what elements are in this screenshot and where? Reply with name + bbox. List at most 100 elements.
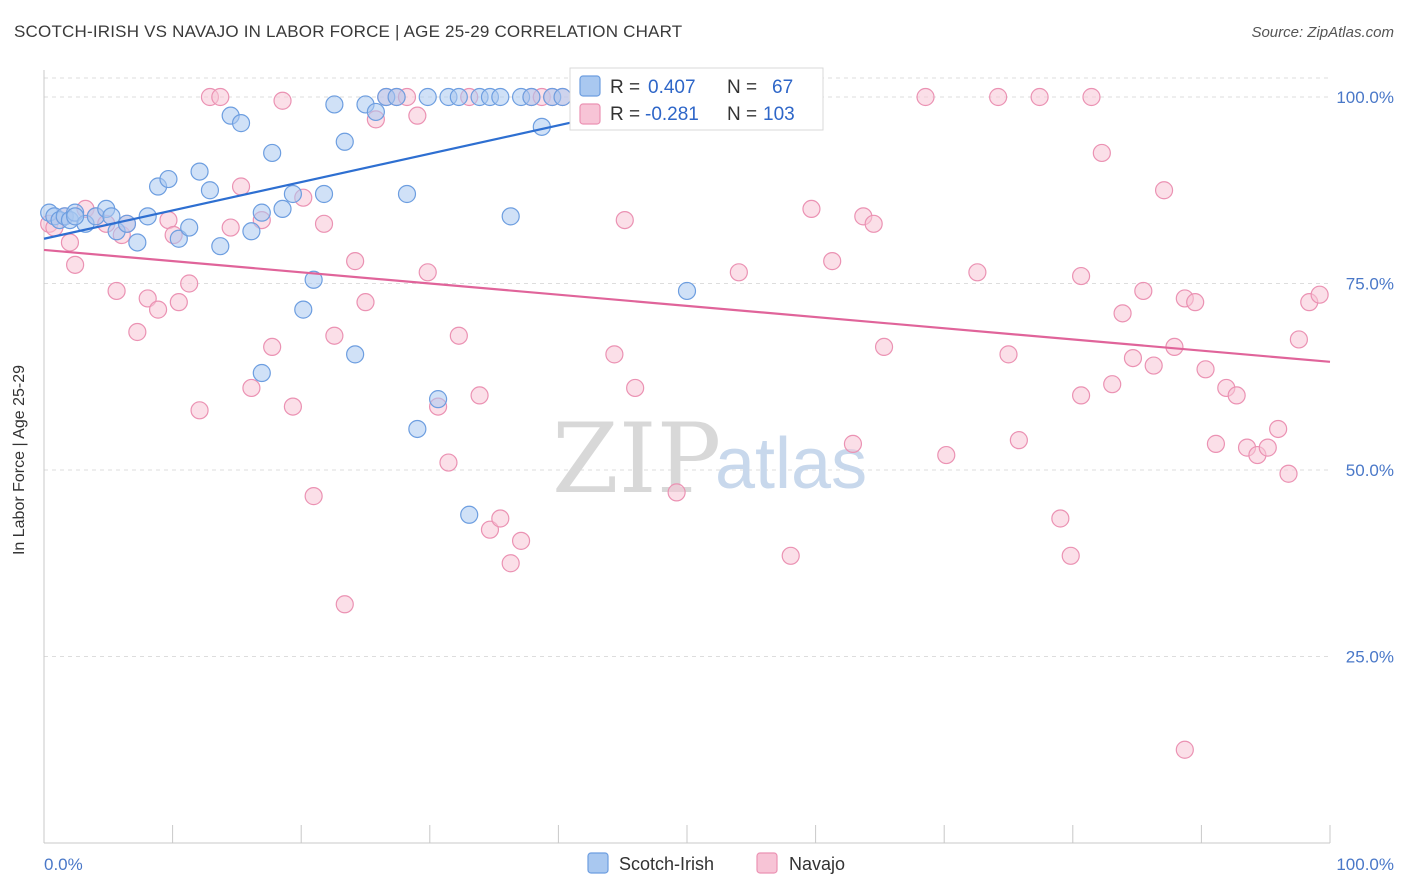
- navajo-point-95: [1258, 438, 1277, 457]
- stats-legend: R = 0.407 N = 67 R = -0.281 N = 103: [569, 67, 824, 131]
- scotch-irish-point-40: [418, 87, 437, 107]
- navajo-point-63: [823, 252, 842, 271]
- navajo-point-96: [1269, 419, 1288, 439]
- navajo-point-20: [211, 87, 230, 107]
- navajo-point-47: [491, 509, 510, 528]
- chart-title: SCOTCH-IRISH VS NAVAJO IN LABOR FORCE | …: [14, 22, 683, 41]
- navajo-point-18: [190, 401, 209, 420]
- navajo-point-76: [1061, 546, 1080, 565]
- scotch-irish-point-32: [335, 132, 354, 151]
- scotch-irish-point-15: [159, 169, 178, 189]
- series-legend: Scotch-Irish Navajo: [587, 852, 845, 874]
- navajo-trend-line: [43, 248, 1331, 363]
- scotch-irish-point-23: [242, 222, 261, 241]
- watermark-zip: ZIP: [552, 403, 721, 515]
- navajo-point-34: [356, 293, 375, 312]
- scotch-irish-point-41: [428, 390, 448, 409]
- navajo-point-43: [449, 326, 468, 345]
- legend-r-value-pink: -0.281: [645, 104, 699, 125]
- navajo-point-49: [511, 531, 531, 550]
- legend-r-label-pink: R =: [610, 104, 640, 125]
- navajo-point-32: [335, 595, 354, 614]
- scotch-irish-point-19: [200, 181, 220, 200]
- series-legend-swatch-navajo: [756, 852, 778, 874]
- legend-n-label-pink: N =: [727, 104, 757, 125]
- scotch-irish-point-44: [460, 505, 479, 524]
- scotch-irish-point-66: [66, 207, 85, 226]
- navajo-point-61: [781, 546, 800, 565]
- navajo-point-82: [1123, 349, 1143, 368]
- navajo-point-40: [418, 263, 437, 282]
- legend-swatch-pink: [579, 103, 601, 125]
- x-tick-label-max: 100.0%: [1336, 855, 1394, 874]
- navajo-point-89: [1196, 360, 1215, 379]
- navajo-point-27: [283, 397, 303, 416]
- scotch-irish-point-26: [273, 199, 292, 218]
- navajo-point-8: [107, 281, 126, 301]
- x-ticks: [43, 825, 1331, 843]
- navajo-point-42: [439, 453, 458, 472]
- scotch-irish-point-65: [252, 363, 271, 383]
- navajo-point-46: [480, 520, 500, 539]
- scotch-irish-point-24: [252, 203, 271, 222]
- legend-n-label-blue: N =: [727, 77, 757, 98]
- scotch-irish-point-35: [366, 102, 385, 122]
- navajo-point-75: [1051, 509, 1070, 528]
- navajo-point-56: [626, 378, 645, 398]
- navajo-point-101: [1175, 740, 1194, 759]
- legend-n-value-pink: 103: [763, 104, 795, 125]
- navajo-point-12: [138, 289, 157, 308]
- navajo-point-74: [1030, 87, 1049, 107]
- legend-r-value-blue: 0.407: [648, 77, 696, 98]
- navajo-point-90: [1206, 434, 1226, 453]
- navajo-point-26: [273, 91, 292, 110]
- series-legend-swatch-scotch-irish: [587, 852, 609, 874]
- navajo-point-48: [501, 554, 520, 573]
- navajo-point-70: [968, 263, 987, 282]
- scotch-irish-point-18: [190, 162, 209, 181]
- navajo-point-54: [605, 345, 624, 364]
- legend-r-label-blue: R =: [610, 77, 640, 98]
- scotch-irish-point-11: [117, 214, 137, 233]
- navajo-point-72: [999, 345, 1018, 364]
- navajo-point-67: [874, 337, 894, 357]
- navajo-point-23: [242, 378, 261, 398]
- navajo-point-85: [1154, 181, 1174, 200]
- navajo-point-45: [470, 386, 489, 405]
- navajo-point-13: [148, 300, 168, 319]
- navajo-point-102: [1071, 386, 1091, 405]
- navajo-point-21: [221, 218, 240, 237]
- scotch-irish-point-31: [325, 95, 344, 114]
- scotch-irish-point-22: [231, 114, 251, 133]
- scotch-irish-point-30: [314, 184, 334, 204]
- x-tick-label-min: 0.0%: [44, 855, 83, 874]
- watermark: ZIP atlas: [552, 403, 867, 515]
- y-tick-label-50: 50.0%: [1346, 461, 1394, 480]
- scotch-irish-point-50: [522, 87, 541, 107]
- legend-n-value-blue: 67: [772, 77, 793, 98]
- scotch-irish-point-53: [553, 87, 572, 107]
- navajo-point-79: [1092, 143, 1111, 163]
- navajo-point-4: [66, 255, 85, 274]
- navajo-point-17: [180, 274, 199, 293]
- navajo-point-62: [802, 199, 821, 218]
- watermark-atlas: atlas: [715, 424, 867, 504]
- scotch-irish-point-20: [211, 237, 230, 256]
- navajo-point-57: [667, 483, 686, 502]
- scotch-irish-point-47: [491, 87, 510, 107]
- navajo-point-92: [1227, 386, 1246, 405]
- scotch-irish-point-58: [677, 281, 697, 301]
- navajo-point-84: [1144, 356, 1163, 375]
- scotch-irish-point-16: [169, 229, 188, 248]
- navajo-point-29: [304, 487, 323, 506]
- navajo-point-77: [1071, 266, 1091, 286]
- navajo-point-16: [169, 293, 188, 312]
- navajo-point-25: [263, 337, 282, 357]
- navajo-point-11: [128, 322, 147, 342]
- scotch-irish-point-37: [387, 87, 406, 107]
- navajo-point-71: [989, 87, 1008, 107]
- navajo-point-78: [1082, 87, 1101, 107]
- navajo-point-98: [1289, 330, 1308, 349]
- navajo-point-33: [346, 252, 365, 271]
